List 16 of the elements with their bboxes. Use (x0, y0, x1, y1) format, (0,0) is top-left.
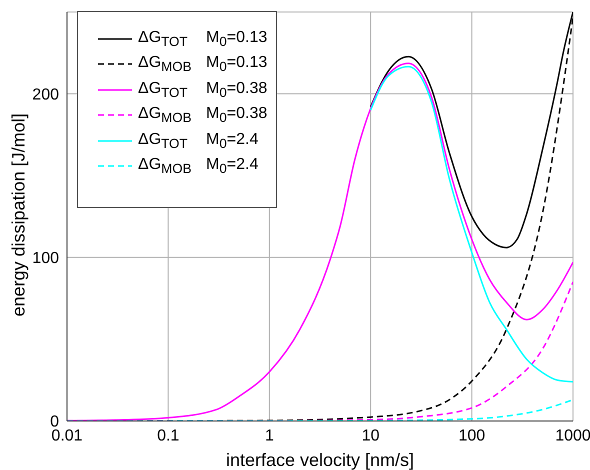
x-tick-label: 1000 (555, 427, 590, 444)
x-tick-label: 0.1 (157, 427, 180, 444)
x-tick-label: 100 (458, 427, 486, 444)
legend-label: ΔG$_{MOB}$ M$_{0}$=0.38 (138, 105, 268, 126)
y-tick-label: 100 (32, 250, 60, 268)
y-axis-title: energy dissipation [J/mol] (8, 113, 28, 316)
legend-label: ΔG$_{MOB}$ M$_{0}$=0.13 (138, 54, 268, 74)
x-axis-title: interface velocity [nm/s] (226, 450, 414, 470)
x-tick-label: 1 (264, 427, 274, 444)
y-tick-label: 200 (32, 86, 60, 104)
x-tick-label: 0.01 (51, 427, 83, 444)
text: ΔG$_{TOT}$ M$_{0}$=0.38 (138, 80, 268, 100)
text: ΔG$_{TOT}$ M$_{0}$=0.13 (138, 28, 268, 49)
text: ΔG$_{TOT}$ M$_{0}$=2.4 (138, 130, 258, 151)
legend-label: ΔG$_{MOB}$ M$_{0}$=2.4 (138, 156, 258, 176)
x-tick-label: 10 (362, 427, 380, 444)
